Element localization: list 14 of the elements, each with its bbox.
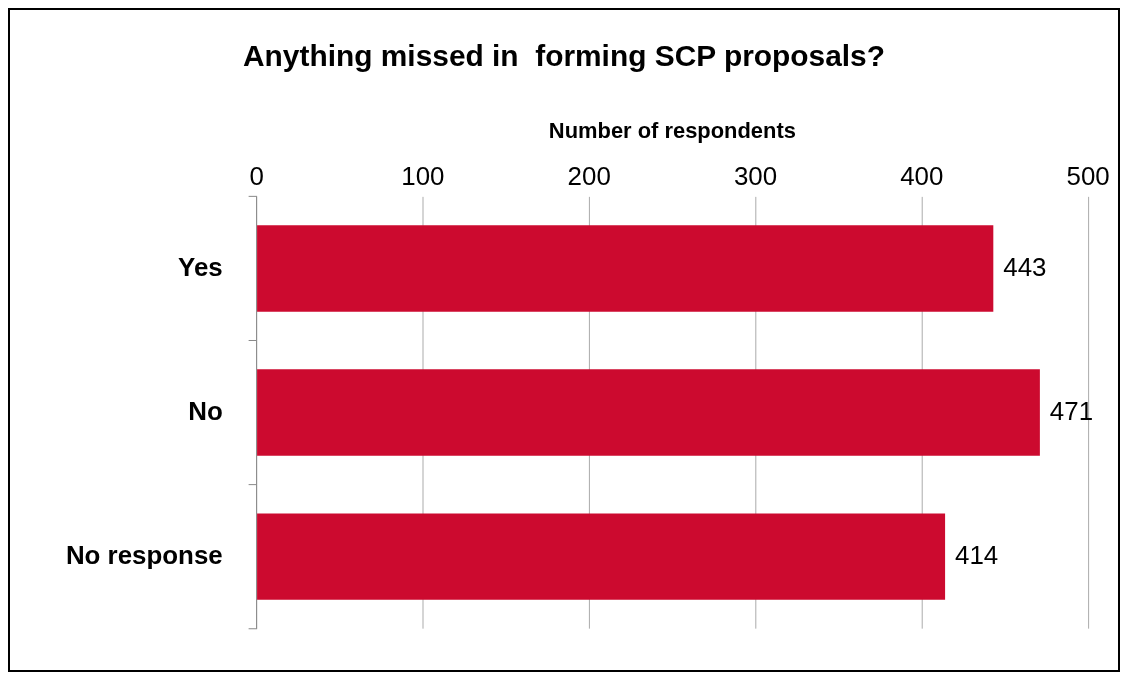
- x-tick-label: 500: [1066, 162, 1110, 191]
- y-tick-label: No: [188, 396, 223, 425]
- y-tick-label: No response: [65, 540, 223, 569]
- data-label: 414: [955, 540, 999, 569]
- data-label: 443: [1003, 252, 1047, 281]
- y-tick-label: Yes: [178, 252, 223, 281]
- x-axis-title: Number of respondents: [548, 118, 796, 144]
- data-label: 471: [1049, 396, 1094, 425]
- x-tick-label: 300: [733, 162, 778, 191]
- x-tick-label: 400: [900, 162, 944, 191]
- x-tick-label: 100: [401, 162, 445, 191]
- chart-title: Anything missed in forming SCP proposals?: [243, 38, 885, 72]
- x-tick-label: 0: [249, 162, 264, 191]
- x-tick-label: 200: [567, 162, 611, 191]
